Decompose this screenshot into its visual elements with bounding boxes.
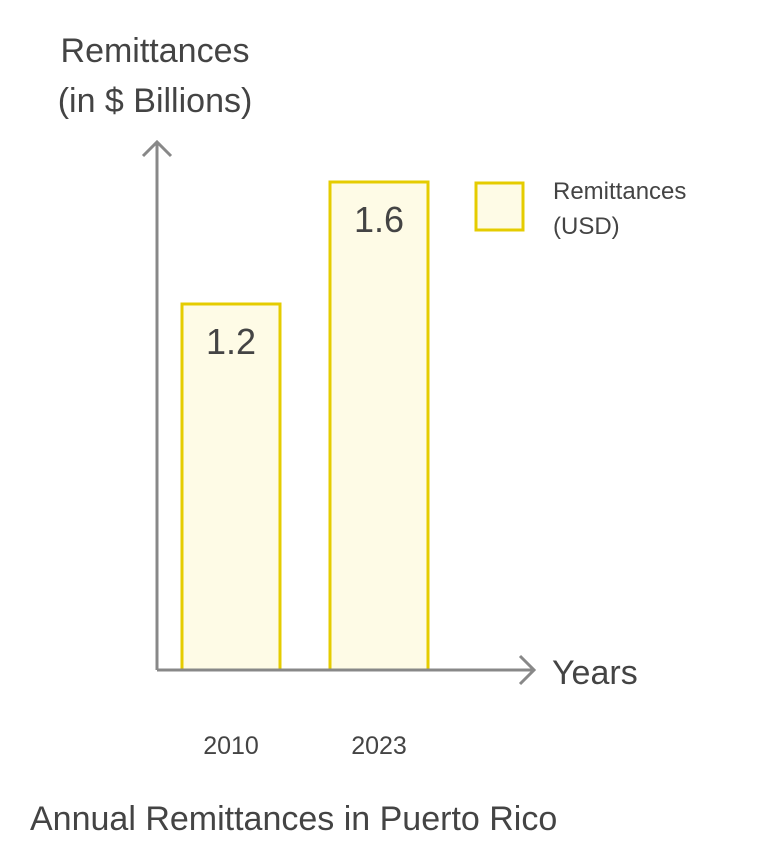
y-axis-label-line1: Remittances xyxy=(61,32,250,70)
bar-2010 xyxy=(180,302,282,672)
x-tick-label-2023: 2023 xyxy=(351,732,407,760)
chart-title: Annual Remittances in Puerto Rico xyxy=(30,800,557,838)
x-axis-arrow xyxy=(518,654,537,686)
x-axis-label: Years xyxy=(552,654,638,692)
legend-label-line1: Remittances xyxy=(553,178,686,205)
data-label-2023: 1.6 xyxy=(354,199,404,240)
data-label-2010: 1.2 xyxy=(206,321,256,362)
legend-swatch xyxy=(474,181,525,232)
x-tick-label-2010: 2010 xyxy=(203,732,259,760)
y-axis-label-line2: (in $ Billions) xyxy=(58,82,253,120)
legend-label-line2: (USD) xyxy=(553,213,620,240)
bar-2023 xyxy=(328,180,430,672)
y-axis-arrow xyxy=(141,139,173,158)
